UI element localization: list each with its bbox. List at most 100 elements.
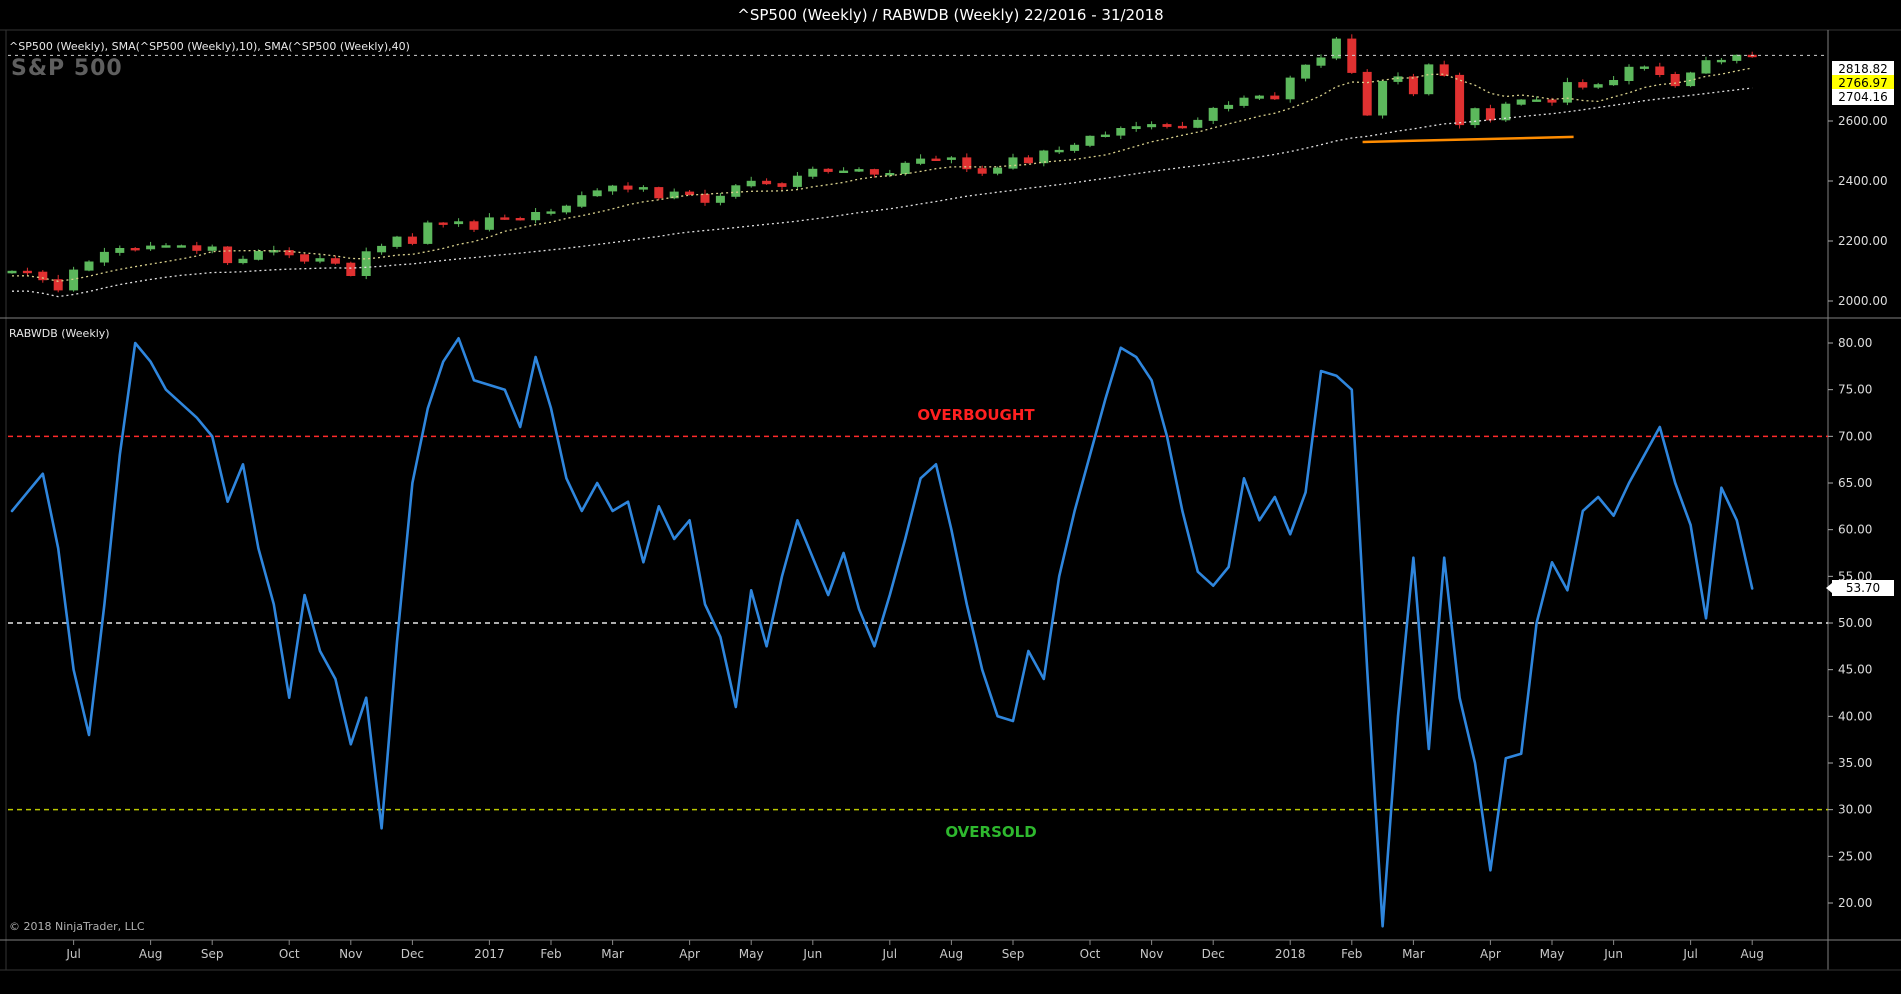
candle-body <box>792 175 802 187</box>
candle-body <box>1562 82 1572 103</box>
candle-body <box>223 246 233 264</box>
candle-body <box>1716 59 1726 63</box>
candle-body <box>715 195 725 203</box>
candle-body <box>515 218 525 221</box>
candle-body <box>808 168 818 177</box>
candle-body <box>1131 126 1141 129</box>
trendline[interactable] <box>1362 135 1574 144</box>
price-axis-tick: 2400.00 <box>1838 174 1888 188</box>
candle-body <box>315 258 325 262</box>
candle-body <box>22 270 32 274</box>
candle-body <box>99 251 109 263</box>
candle-body <box>1378 80 1388 116</box>
time-axis-label: Aug <box>139 947 162 961</box>
candle-body <box>700 194 710 203</box>
candle-body <box>931 158 941 162</box>
time-axis-label: Sep <box>201 947 224 961</box>
time-axis-label: Dec <box>1202 947 1225 961</box>
candle-body <box>69 269 79 291</box>
candle-body <box>885 173 895 176</box>
indicator-axis-tick: 45.00 <box>1838 663 1872 677</box>
indicator-axis-tick: 70.00 <box>1838 429 1872 443</box>
candle-body <box>546 211 556 214</box>
candle-body <box>361 251 371 277</box>
candle-body <box>207 246 217 251</box>
candle-body <box>300 254 310 262</box>
candle-body <box>53 279 63 291</box>
candle-body <box>900 162 910 175</box>
copyright-text: © 2018 NinjaTrader, LLC <box>9 920 145 933</box>
candle-body <box>1593 84 1603 88</box>
candle-body <box>1547 99 1557 103</box>
candle-body <box>238 258 248 264</box>
price-axis-tick: 2600.00 <box>1838 114 1888 128</box>
candle-body <box>608 185 618 192</box>
overbought-label: OVERBOUGHT <box>917 406 1035 424</box>
candle-body <box>916 158 926 164</box>
candle-body <box>1008 157 1018 169</box>
candle-body <box>1193 119 1203 128</box>
candle-body <box>469 221 479 230</box>
candle-body <box>346 262 356 277</box>
candle-body <box>284 250 294 256</box>
candle-body <box>823 168 833 172</box>
indicator-panel-label: RABWDB (Weekly) <box>9 327 110 340</box>
sma40-price-marker: 2704.16 <box>1832 89 1894 105</box>
candle-body <box>192 245 202 251</box>
oversold-label: OVERSOLD <box>945 823 1037 841</box>
candle-body <box>993 167 1003 174</box>
candle-body <box>1455 74 1465 126</box>
candle-body <box>377 245 387 253</box>
time-axis-label: 2018 <box>1275 947 1306 961</box>
candle-body <box>1085 135 1095 146</box>
sma40-line <box>11 87 1753 298</box>
candle-body <box>1439 64 1449 76</box>
candle-body <box>531 212 541 221</box>
candle-body <box>484 217 494 230</box>
candle-body <box>762 180 772 185</box>
candle-body <box>1039 150 1049 164</box>
candle-body <box>1316 57 1326 66</box>
time-axis-label: Apr <box>1480 947 1501 961</box>
candle-body <box>1301 64 1311 79</box>
time-axis-label: Mar <box>601 947 624 961</box>
candle-body <box>1470 108 1480 126</box>
candle-body <box>1100 134 1110 138</box>
candle-body <box>454 221 464 225</box>
time-axis-label: Mar <box>1402 947 1425 961</box>
time-axis-label: Nov <box>339 947 362 961</box>
candle-body <box>130 248 140 251</box>
candle-body <box>1578 82 1588 88</box>
time-axis-label: May <box>1540 947 1565 961</box>
candle-body <box>746 180 756 187</box>
candle-body <box>946 157 956 160</box>
indicator-axis-tick: 25.00 <box>1838 849 1872 863</box>
sma10-line <box>11 67 1753 282</box>
candle-body <box>1285 77 1295 100</box>
candle-body <box>1609 80 1619 86</box>
indicator-axis-tick: 50.00 <box>1838 616 1872 630</box>
candle-body <box>423 222 433 244</box>
candle-body <box>407 236 417 244</box>
candle-body <box>1054 149 1064 153</box>
candle-body <box>1023 157 1033 164</box>
time-axis-label: Nov <box>1140 947 1163 961</box>
indicator-axis-tick: 35.00 <box>1838 756 1872 770</box>
candle-body <box>1270 95 1280 100</box>
candle-body <box>161 245 171 248</box>
time-axis-label: Oct <box>279 947 300 961</box>
candle-body <box>330 258 340 264</box>
indicator-axis-tick: 60.00 <box>1838 523 1872 537</box>
candle-body <box>1070 144 1080 151</box>
indicator-axis-tick: 30.00 <box>1838 803 1872 817</box>
time-axis-label: Apr <box>679 947 700 961</box>
chart-title: ^SP500 (Weekly) / RABWDB (Weekly) 22/201… <box>737 6 1164 24</box>
candle-body <box>7 270 17 274</box>
candle-body <box>392 236 402 247</box>
candle-body <box>115 248 125 253</box>
time-axis-label: Jul <box>65 947 80 961</box>
candle-body <box>1670 74 1680 87</box>
candle-body <box>1147 124 1157 128</box>
candle-body <box>1424 64 1434 95</box>
